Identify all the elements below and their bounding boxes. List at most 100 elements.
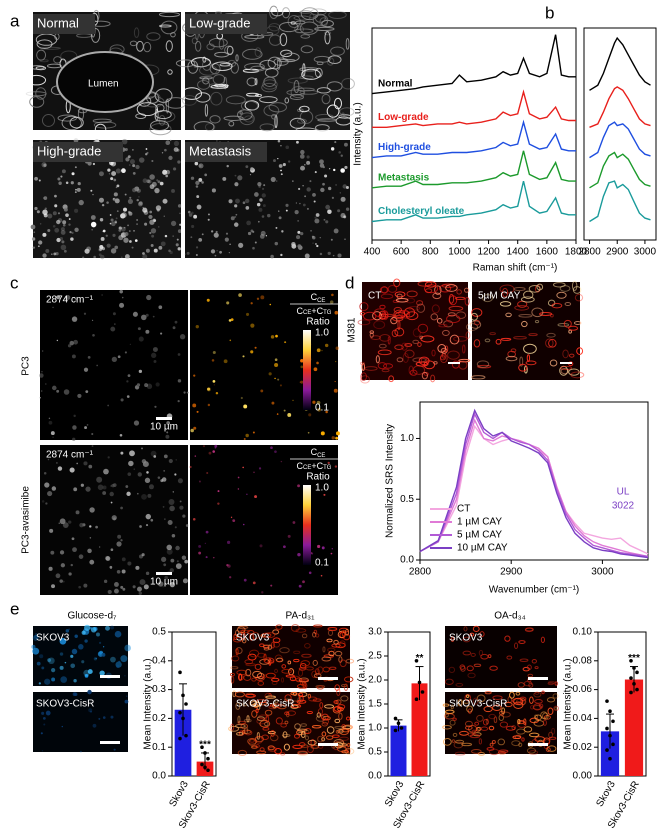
texture — [262, 79, 278, 90]
texture — [282, 52, 300, 62]
texture — [110, 161, 117, 167]
texture — [172, 235, 174, 237]
texture — [110, 177, 114, 181]
texture — [313, 55, 331, 63]
texture — [150, 518, 154, 522]
texture — [293, 650, 301, 655]
texture — [405, 311, 419, 321]
texture — [110, 548, 114, 552]
texture — [539, 312, 553, 316]
texture — [292, 399, 294, 402]
texture — [252, 431, 255, 434]
texture — [488, 713, 497, 720]
texture — [142, 178, 148, 184]
texture — [96, 364, 98, 367]
texture — [239, 111, 243, 115]
texture — [71, 316, 78, 322]
texture — [300, 34, 311, 39]
texture — [409, 369, 418, 376]
texture — [163, 469, 166, 472]
texture — [124, 254, 130, 260]
texture — [102, 491, 107, 495]
texture — [123, 207, 128, 212]
texture — [63, 207, 68, 212]
texture — [545, 747, 551, 752]
texture — [256, 716, 265, 722]
texture — [240, 100, 259, 112]
texture — [548, 731, 553, 739]
texture — [81, 660, 85, 664]
data-point — [178, 736, 182, 741]
texture — [120, 256, 123, 259]
texture — [463, 626, 468, 632]
texture — [485, 718, 489, 725]
texture — [471, 375, 486, 380]
texture — [514, 642, 519, 649]
texture — [474, 319, 481, 326]
texture — [459, 664, 466, 670]
y-tick-label: 0.1 — [152, 742, 166, 753]
texture — [168, 155, 173, 161]
texture — [206, 387, 211, 392]
texture — [88, 464, 93, 469]
texture — [465, 694, 470, 698]
texture — [134, 239, 138, 242]
texture — [299, 110, 314, 124]
texture — [321, 737, 326, 742]
texture — [258, 467, 262, 470]
texture — [269, 703, 275, 708]
texture — [316, 348, 321, 353]
texture — [283, 545, 286, 549]
texture — [113, 192, 118, 197]
x-tick-label: 2800 — [409, 567, 432, 578]
texture — [112, 483, 117, 487]
significance: *** — [628, 653, 640, 664]
texture — [54, 194, 57, 198]
texture — [138, 201, 143, 207]
texture — [84, 248, 90, 254]
texture — [299, 202, 301, 205]
texture — [41, 370, 43, 373]
texture — [204, 103, 209, 117]
texture — [274, 747, 282, 755]
texture — [452, 732, 458, 738]
y-tick-label: 0.04 — [573, 713, 593, 724]
texture — [381, 368, 390, 373]
texture — [142, 252, 145, 255]
texture — [336, 431, 340, 436]
texture — [236, 731, 244, 736]
data-point — [632, 666, 636, 670]
series-line — [589, 86, 651, 128]
texture — [312, 698, 322, 702]
texture — [294, 723, 301, 730]
texture — [101, 230, 104, 233]
texture — [313, 624, 323, 628]
texture — [254, 495, 258, 499]
texture — [472, 625, 480, 633]
texture — [44, 678, 51, 685]
texture — [50, 431, 55, 436]
texture — [144, 383, 149, 388]
texture — [504, 701, 513, 708]
texture — [157, 476, 161, 479]
texture — [65, 181, 69, 185]
texture — [63, 389, 70, 395]
texture — [341, 629, 346, 638]
texture — [189, 465, 192, 469]
texture — [43, 471, 47, 475]
texture — [167, 520, 173, 525]
texture — [408, 305, 421, 311]
y-tick-label: 0.06 — [573, 684, 593, 695]
texture — [121, 557, 126, 562]
texture — [547, 745, 557, 752]
texture — [230, 62, 239, 74]
texture — [390, 317, 398, 325]
series-label: High-grade — [378, 142, 431, 153]
texture — [35, 633, 37, 635]
texture — [488, 725, 495, 731]
texture — [269, 734, 279, 742]
texture — [290, 21, 296, 25]
texture — [162, 198, 168, 204]
texture — [256, 202, 261, 207]
texture — [265, 235, 267, 237]
